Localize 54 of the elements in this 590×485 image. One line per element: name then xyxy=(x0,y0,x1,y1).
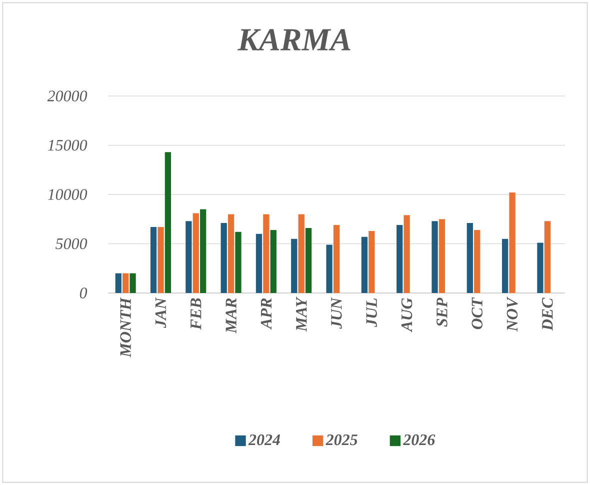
x-tick-label: SEP xyxy=(436,298,448,327)
bar xyxy=(228,214,234,293)
y-tick-label: 20000 xyxy=(47,90,88,102)
bar xyxy=(432,221,438,293)
bar xyxy=(502,238,508,293)
bar xyxy=(270,230,276,293)
x-tick-label: JUL xyxy=(366,298,377,328)
bar xyxy=(368,230,375,293)
bar xyxy=(164,152,171,293)
bar xyxy=(326,244,332,293)
x-tick-label: MAR xyxy=(226,298,236,334)
x-tick-label: JAN xyxy=(155,297,166,328)
x-tick-label: AUG xyxy=(401,298,412,332)
x-tick-label: OCT xyxy=(472,297,482,330)
bar xyxy=(115,273,122,293)
bar xyxy=(396,225,403,293)
bar xyxy=(235,232,242,293)
bar xyxy=(438,219,446,293)
bar xyxy=(298,214,304,293)
bar xyxy=(122,273,129,293)
bar xyxy=(130,273,136,293)
legend-label: 2026 xyxy=(402,434,436,446)
bar xyxy=(404,215,410,293)
bar xyxy=(256,234,262,293)
bar xyxy=(361,236,368,293)
bar xyxy=(305,228,312,293)
y-tick-label: 15000 xyxy=(48,140,88,151)
x-tick-label: JUN xyxy=(331,297,342,329)
legend-label: 2025 xyxy=(326,434,358,446)
bar xyxy=(537,242,544,293)
bar xyxy=(544,221,550,293)
bar xyxy=(192,213,199,293)
bar xyxy=(263,214,270,293)
bar xyxy=(291,238,298,293)
bar xyxy=(158,227,164,293)
bar xyxy=(466,223,473,293)
bar xyxy=(186,221,192,293)
legend-label: 2024 xyxy=(248,434,280,446)
x-tick-label: NOV xyxy=(506,296,518,332)
x-tick-label: APR xyxy=(260,298,272,330)
bar xyxy=(474,230,480,293)
bar xyxy=(200,209,206,293)
y-tick-label: 10000 xyxy=(48,189,88,200)
x-tick-label: MAY xyxy=(296,296,307,332)
bar xyxy=(220,223,227,293)
x-tick-label: MONTH xyxy=(120,297,131,358)
bar xyxy=(150,227,157,293)
bar xyxy=(333,225,340,293)
y-tick-label: 5000 xyxy=(56,238,88,250)
x-tick-label: FEB xyxy=(190,298,202,330)
bar xyxy=(509,192,516,293)
y-tick-label: 0 xyxy=(80,288,88,298)
x-tick-label: DEC xyxy=(542,298,553,331)
chart-title: KARMA xyxy=(238,29,350,50)
